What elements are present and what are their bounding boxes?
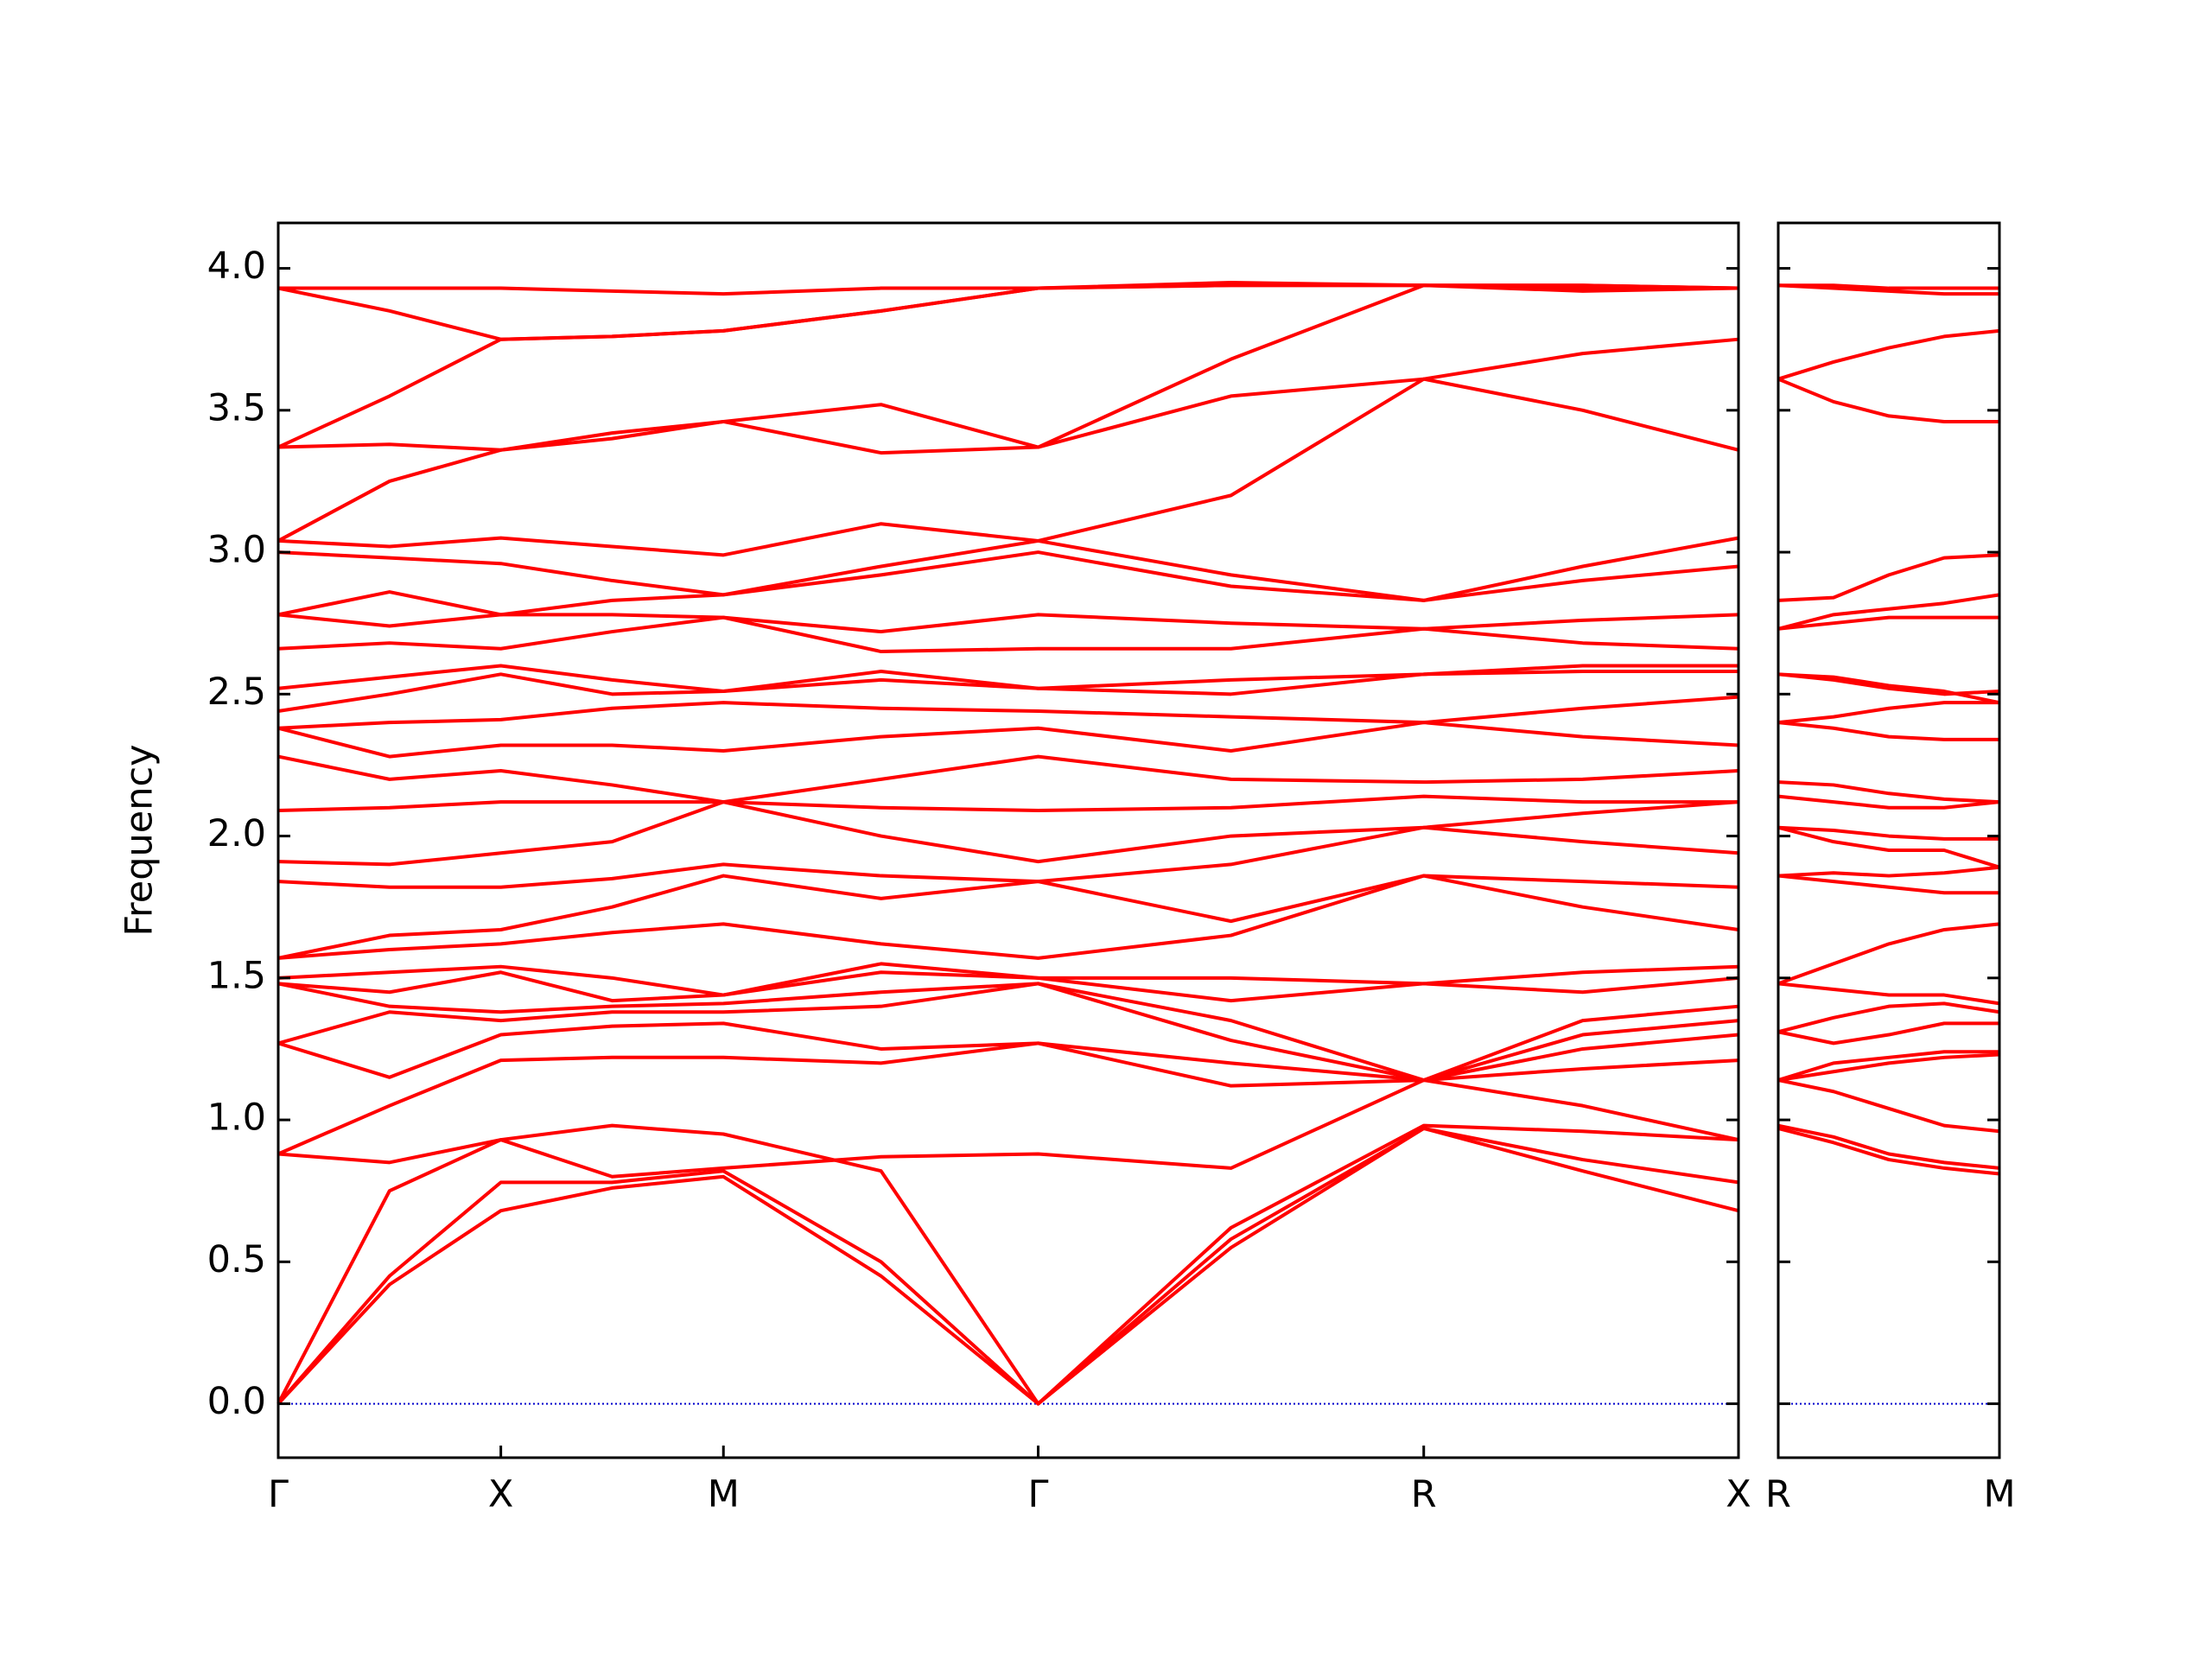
y-tick-label: 2.5 xyxy=(207,671,266,714)
x-tick-label: X xyxy=(488,1473,513,1516)
band-line xyxy=(277,695,1739,730)
y-tick-label: 3.0 xyxy=(207,529,266,572)
band-line xyxy=(277,800,1739,867)
band-line xyxy=(1777,825,1999,841)
band-line xyxy=(277,1021,1739,1083)
band-line xyxy=(1777,794,2000,810)
y-tick-label: 3.5 xyxy=(207,386,266,429)
band-line xyxy=(1777,1123,2000,1170)
band-line xyxy=(277,536,1739,602)
band-line xyxy=(277,721,1739,759)
band-line xyxy=(277,754,1739,804)
band-line xyxy=(1777,615,1999,631)
band-line xyxy=(277,982,1739,1083)
band-line xyxy=(1777,672,2000,705)
band-line xyxy=(277,962,1739,997)
band-line xyxy=(1777,701,1999,725)
band-line xyxy=(1777,922,2000,986)
x-tick-label: R xyxy=(1765,1473,1791,1516)
y-tick-label: 1.0 xyxy=(207,1096,266,1140)
band-line xyxy=(277,970,1739,1003)
band-line xyxy=(1777,1078,2000,1134)
band-line xyxy=(1777,593,2000,631)
y-tick-label: 4.0 xyxy=(207,245,266,288)
band-line xyxy=(277,283,1738,449)
band-line xyxy=(1777,283,1999,296)
band-line xyxy=(1777,721,1999,741)
band-line xyxy=(1777,377,1999,423)
band-line xyxy=(277,377,1739,557)
band-line xyxy=(1777,1126,2000,1176)
x-tick-label: M xyxy=(1983,1473,2015,1516)
band-line xyxy=(1777,874,1999,895)
band-line xyxy=(277,670,1738,714)
x-tick-label: Γ xyxy=(1028,1473,1049,1516)
band-line xyxy=(276,1123,1739,1406)
x-tick-label: Γ xyxy=(268,1473,289,1516)
band-line xyxy=(1777,672,2000,696)
plot-frame xyxy=(276,221,1740,1459)
band-line xyxy=(1777,1001,2000,1034)
band-line xyxy=(277,615,1739,654)
band-line xyxy=(1777,865,2000,878)
x-tick-label: M xyxy=(708,1473,740,1516)
band-line xyxy=(277,283,1739,341)
y-tick-label: 2.0 xyxy=(207,812,266,855)
band-line xyxy=(277,794,1738,813)
band-line xyxy=(1777,1052,2000,1083)
y-tick-label: 1.5 xyxy=(207,954,266,997)
band-line xyxy=(1777,780,2000,804)
x-tick-label: X xyxy=(1726,1473,1751,1516)
band-line xyxy=(1777,1021,1999,1046)
band-line xyxy=(277,337,1739,543)
band-line xyxy=(277,613,1739,634)
plot-frame xyxy=(1777,221,2001,1459)
band-line xyxy=(277,874,1739,960)
band-line xyxy=(277,550,1739,617)
y-tick-label: 0.0 xyxy=(207,1380,266,1423)
x-tick-label: R xyxy=(1411,1473,1437,1516)
band-line xyxy=(1778,283,1999,290)
band-line xyxy=(277,825,1739,889)
band-line xyxy=(1777,825,2000,869)
band-line xyxy=(277,664,1738,694)
band-line xyxy=(1777,553,2000,602)
band-line xyxy=(1777,982,2000,1006)
band-line xyxy=(1777,1050,1999,1083)
y-axis-label: Frequency xyxy=(118,744,162,936)
band-line xyxy=(277,874,1739,960)
band-line xyxy=(277,1078,1739,1179)
y-tick-label: 0.5 xyxy=(207,1238,266,1281)
band-line xyxy=(277,283,1739,452)
band-line xyxy=(277,982,1739,1083)
band-line xyxy=(276,1126,1739,1406)
band-line xyxy=(276,1126,1739,1406)
band-line xyxy=(1777,328,2000,381)
band-line xyxy=(278,280,1739,296)
band-line xyxy=(277,1041,1739,1156)
